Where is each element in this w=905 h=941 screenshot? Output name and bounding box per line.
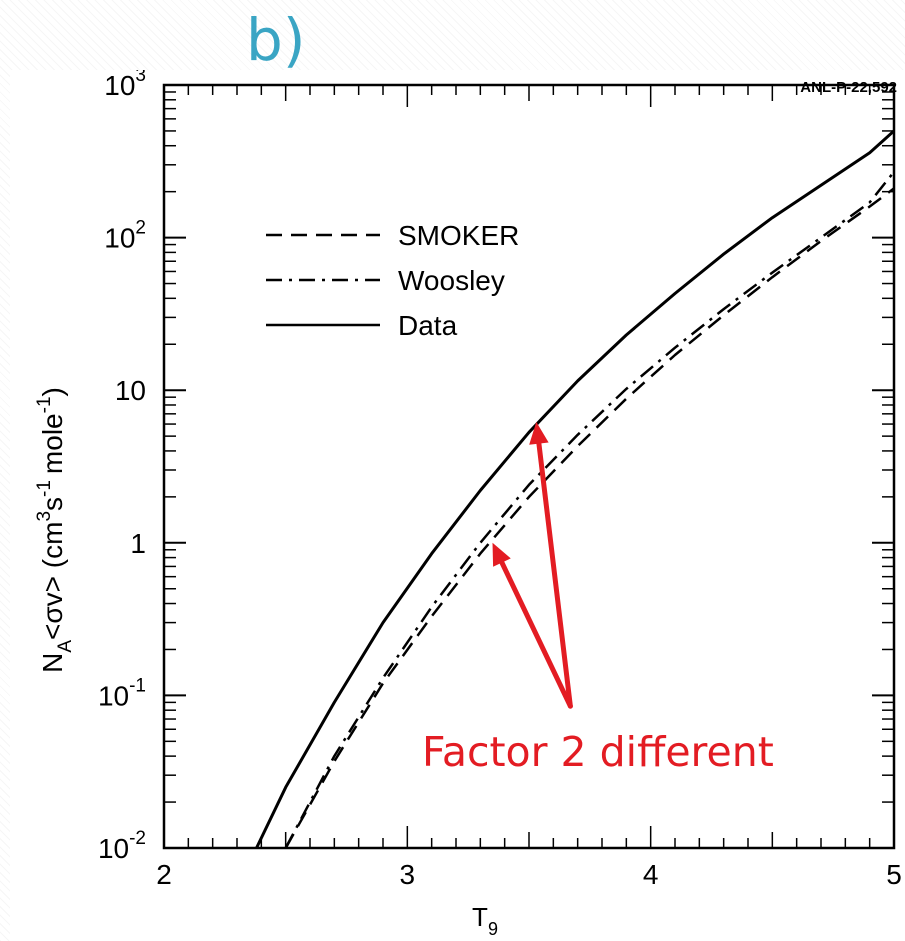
annotation-arrowhead	[529, 421, 549, 445]
series-line-woosley	[284, 171, 895, 849]
y-tick-label: 10-1	[98, 675, 146, 711]
annotation-arrow	[536, 438, 573, 709]
reaction-rate-chart: 10-2 10-1 1 10 102 103 2 3 4 5 ANL-P-22,592 T9 NA…	[34, 70, 902, 939]
y-tick-label: 103	[104, 70, 146, 101]
y-axis-label-part: -1	[34, 396, 55, 413]
x-axis-label-main: T	[472, 902, 488, 932]
y-tick-label: 10	[115, 375, 146, 406]
x-tick-label: 3	[400, 859, 416, 890]
legend: SMOKER Woosley Data	[266, 220, 519, 341]
y-tick-label: 1	[130, 528, 146, 559]
y-axis-label-part: s	[37, 497, 68, 511]
corner-label: ANL-P-22,592	[800, 79, 897, 96]
x-tick-label: 2	[156, 859, 172, 890]
y-axis-label-part: 3	[34, 511, 55, 522]
series-line-data	[255, 129, 896, 849]
y-axis-label-part: -1	[34, 480, 55, 497]
annotation-arrowhead	[492, 542, 511, 567]
x-tick-label: 5	[886, 859, 902, 890]
x-tick-label: 4	[643, 859, 659, 890]
y-tick-label: 102	[104, 218, 146, 254]
figure-panel: 10-2 10-1 1 10 102 103 2 3 4 5 ANL-P-22,592 T9 NA…	[10, 70, 905, 941]
panel-label: b)	[246, 6, 306, 74]
annotation-text: Factor 2 different	[422, 728, 774, 776]
legend-label: Woosley	[398, 265, 505, 296]
annotation: Factor 2 different	[422, 421, 774, 776]
x-axis-label: T9	[472, 902, 498, 939]
series-line-smoker	[284, 187, 895, 849]
legend-label: Data	[398, 310, 458, 341]
x-axis-label-subscript: 9	[488, 919, 498, 939]
y-axis-label-part: <σv> (cm	[37, 522, 68, 640]
y-axis-label-part: mole	[37, 413, 68, 474]
annotation-arrow	[498, 557, 573, 709]
y-tick-label: 10-2	[98, 828, 146, 864]
y-axis-label-part: A	[55, 640, 76, 653]
y-axis-label-part: N	[37, 653, 68, 673]
legend-label: SMOKER	[398, 220, 519, 251]
y-axis-label-part: )	[37, 387, 68, 396]
y-axis-label: NA<σv> (cm3s-1mole-1)	[34, 387, 76, 673]
